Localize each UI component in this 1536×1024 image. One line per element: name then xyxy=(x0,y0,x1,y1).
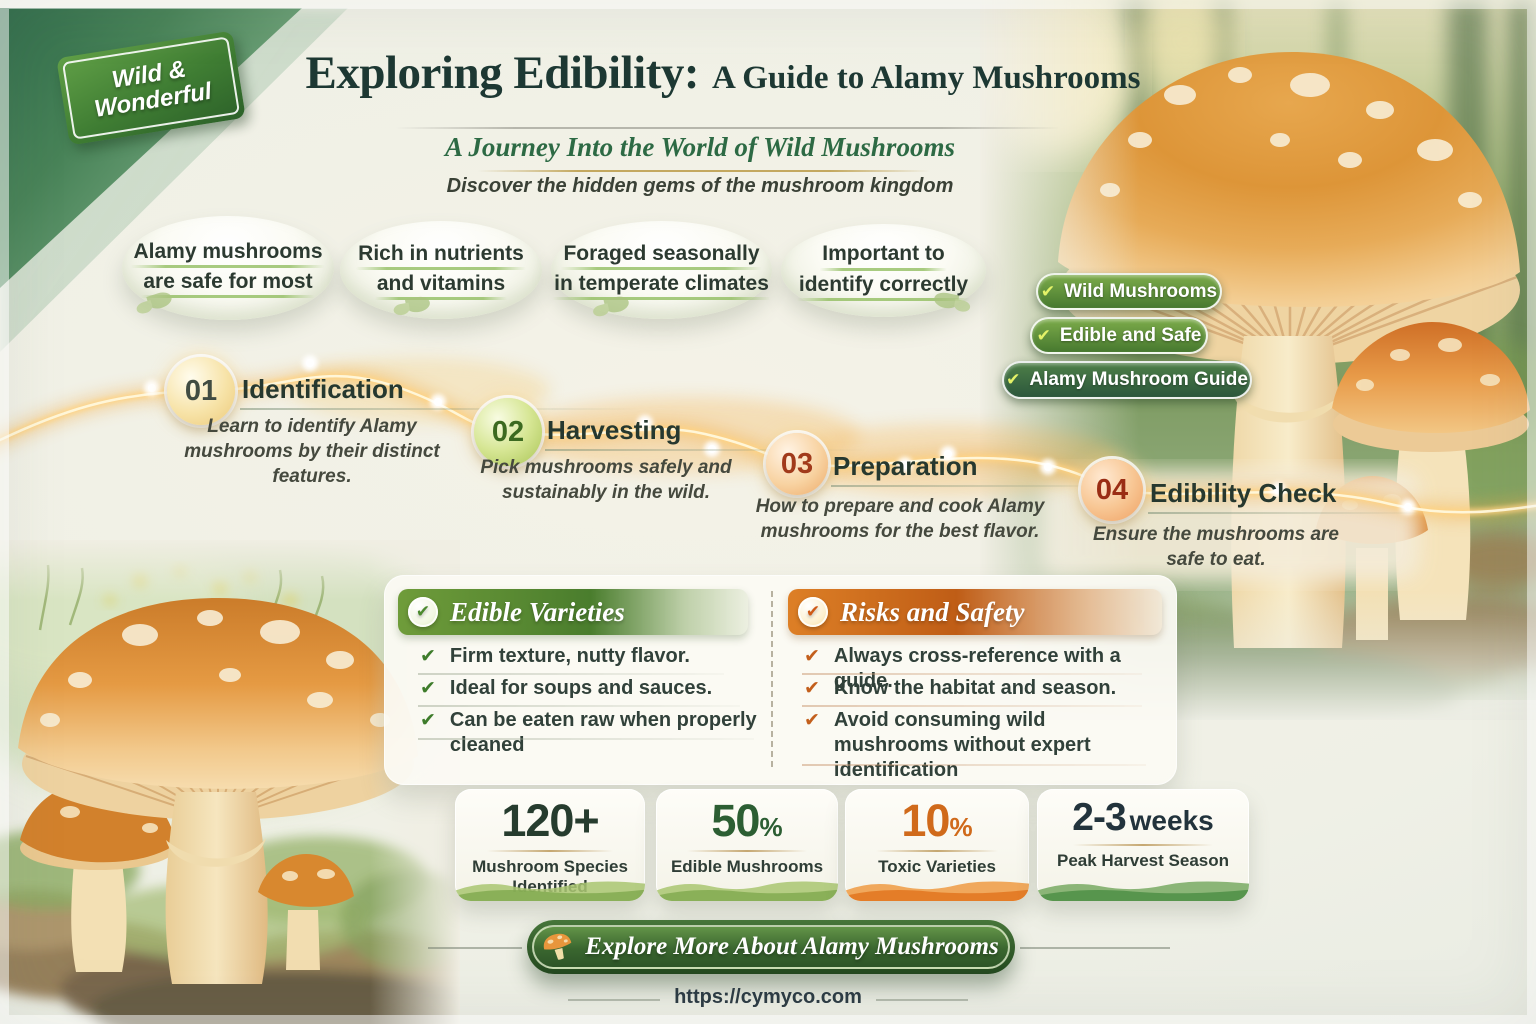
step-desc-harvesting: Pick mushrooms safely and sustainably in… xyxy=(480,457,732,504)
wild-wonderful-label: Wild & Wonderful xyxy=(92,55,214,123)
green-wave xyxy=(455,881,645,901)
green-wave xyxy=(656,881,838,901)
title-divider xyxy=(396,127,1060,129)
step-divider xyxy=(240,408,640,410)
edible-item: ✔ Ideal for soups and sauces. xyxy=(420,677,713,699)
cta-label: Explore More About Alamy Mushrooms xyxy=(585,933,999,960)
website-url[interactable]: https://cymyco.com xyxy=(674,986,862,1008)
step-desc-edibility-check: Ensure the mushrooms are safe to eat. xyxy=(1092,524,1340,571)
forest-mushroom-illustration xyxy=(980,0,1536,720)
green-wave xyxy=(1037,881,1249,901)
item-underline xyxy=(418,705,740,707)
risks-safety-header: ✔ Risks and Safety xyxy=(788,589,1162,635)
subtitle-divider xyxy=(478,170,930,172)
stat-card-edible: 50% Edible Mushrooms xyxy=(656,789,838,901)
edible-item: ✔ Firm texture, nutty flavor. xyxy=(420,645,690,667)
item-underline xyxy=(802,764,1146,766)
stat-label: Peak Harvest Season xyxy=(1057,851,1229,870)
stat-label: Edible Mushrooms xyxy=(670,857,824,876)
stat-value: 2-3 xyxy=(1072,796,1126,839)
explore-more-button[interactable]: Explore More About Alamy Mushrooms xyxy=(527,920,1015,974)
stat-value: 50 xyxy=(711,795,760,846)
check-icon: ✔ xyxy=(1036,325,1051,346)
tagline: Discover the hidden gems of the mushroom… xyxy=(446,175,954,197)
highlight-bubble-identify: Important to identify correctly xyxy=(781,224,986,317)
cta-line-left xyxy=(428,947,522,949)
check-icon: ✔ xyxy=(420,677,436,699)
cta-line-right xyxy=(1020,947,1170,949)
badge-label: Edible and Safe xyxy=(1059,324,1202,346)
title-sub: A Guide to Alamy Mushrooms xyxy=(712,60,1141,96)
check-circle-icon: ✔ xyxy=(798,597,828,627)
stat-label: Toxic Varieties xyxy=(878,857,996,876)
risk-item: ✔ Know the habitat and season. xyxy=(804,677,1117,699)
step-desc-preparation: How to prepare and cook Alamy mushrooms … xyxy=(755,496,1045,543)
step-desc-identification: Learn to identify Alamy mushrooms by the… xyxy=(184,416,440,488)
badge-label: Alamy Mushroom Guide xyxy=(1029,369,1248,390)
subtitle: A Journey Into the World of Wild Mushroo… xyxy=(445,132,955,162)
risks-safety-title: Risks and Safety xyxy=(840,596,1025,627)
check-icon: ✔ xyxy=(804,677,820,699)
item-underline xyxy=(802,673,1142,675)
stat-card-toxic: 10% Toxic Varieties xyxy=(845,789,1029,901)
orange-wave xyxy=(845,881,1029,901)
item-underline xyxy=(802,705,1142,707)
check-icon: ✔ xyxy=(420,709,436,731)
item-underline xyxy=(418,738,754,740)
badge-edible-and-safe[interactable]: ✔ Edible and Safe xyxy=(1030,317,1208,354)
leaf-icon xyxy=(404,295,432,314)
varieties-safety-panel: ✔ Edible Varieties ✔ Risks and Safety ✔ … xyxy=(384,575,1177,785)
stat-value: 10 xyxy=(901,795,950,846)
stat-card-species: 120+ Mushroom Species Identified xyxy=(455,789,645,901)
check-icon: ✔ xyxy=(420,645,436,667)
edible-varieties-title: Edible Varieties xyxy=(450,596,625,627)
stat-card-harvest-season: 2-3 weeks Peak Harvest Season xyxy=(1037,789,1249,901)
highlight-bubble-foraged: Foraged seasonally in temperate climates xyxy=(551,221,772,319)
stat-underline xyxy=(487,850,613,852)
step-title-edibility-check: Edibility Check xyxy=(1150,478,1337,508)
step-title-preparation: Preparation xyxy=(833,451,978,481)
page-title: Exploring Edibility: A Guide to Alamy Mus… xyxy=(238,47,1208,100)
check-icon: ✔ xyxy=(1040,281,1056,302)
check-circle-icon: ✔ xyxy=(408,597,438,627)
edible-varieties-header: ✔ Edible Varieties xyxy=(398,589,748,635)
check-icon: ✔ xyxy=(804,645,820,667)
risk-item: ✔ Always cross-reference with a guide. xyxy=(804,645,1121,692)
step-divider xyxy=(1148,512,1428,514)
title-main: Exploring Edibility: xyxy=(305,47,700,99)
step-number-4: 04 xyxy=(1081,459,1143,521)
url-line-right xyxy=(876,999,968,1001)
item-underline xyxy=(418,673,724,675)
highlight-bubble-safety: Alamy mushrooms are safe for most xyxy=(122,216,334,320)
check-icon: ✔ xyxy=(804,709,820,731)
step-title-harvesting: Harvesting xyxy=(547,415,682,445)
stat-value: 120+ xyxy=(501,795,599,846)
stat-underline xyxy=(686,850,808,852)
dashed-divider xyxy=(771,591,773,767)
url-line-left xyxy=(568,999,660,1001)
step-number-3: 03 xyxy=(766,433,828,495)
highlight-bubble-nutrients: Rich in nutrients and vitamins xyxy=(340,221,542,319)
stat-underline xyxy=(1073,844,1213,846)
badge-wild-mushrooms[interactable]: ✔ Wild Mushrooms xyxy=(1036,273,1222,310)
edible-item: ✔ Can be eaten raw when properly cleaned xyxy=(420,709,757,756)
risk-item: ✔ Avoid consuming wild mushrooms without… xyxy=(804,709,1091,781)
stat-underline xyxy=(876,850,998,852)
step-title-identification: Identification xyxy=(242,374,404,404)
check-icon: ✔ xyxy=(1006,370,1021,390)
badge-label: Wild Mushrooms xyxy=(1064,280,1218,302)
mushroom-icon xyxy=(543,933,572,960)
badge-alamy-mushroom-guide[interactable]: ✔ Alamy Mushroom Guide xyxy=(1002,361,1252,399)
watercolor-mushroom-illustration xyxy=(0,540,460,1024)
